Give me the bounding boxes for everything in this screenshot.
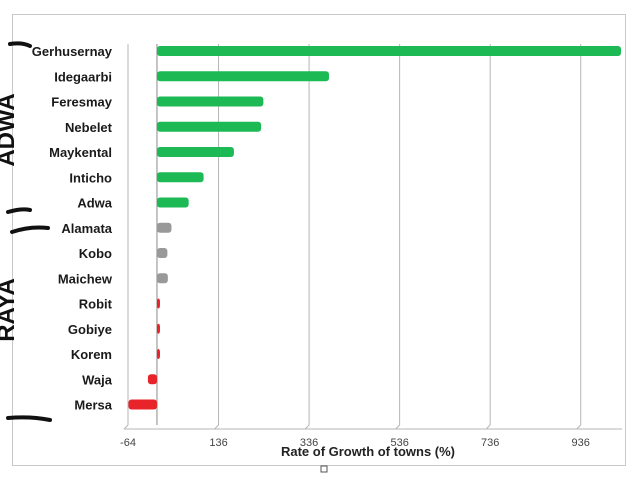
x-tick-5: 936: [572, 437, 590, 449]
group-label-raya: RAYA: [0, 278, 20, 342]
chart-frame: [12, 14, 626, 466]
bar-gerhusernay: [156, 46, 622, 56]
x-axis-title: Rate of Growth of towns (%): [281, 444, 455, 459]
gridline-floor-3: [395, 424, 400, 430]
frame-handle-icon: [320, 465, 328, 473]
category-label-waja: Waja: [82, 372, 113, 387]
x-tick-labels: -64 136 336 536 736 936: [120, 437, 590, 449]
x-tick-1: 136: [209, 437, 227, 449]
x-tick-3: 536: [390, 437, 408, 449]
x-tick-4: 736: [481, 437, 499, 449]
category-label-adwa: Adwa: [77, 196, 112, 211]
category-label-maykental: Maykental: [49, 145, 112, 160]
adwa-bracket-bottom: [6, 207, 32, 214]
category-label-gobiye: Gobiye: [68, 322, 112, 337]
gridline-floor-1: [214, 424, 219, 430]
category-label-gerhusernay: Gerhusernay: [32, 44, 113, 59]
category-label-kobo: Kobo: [79, 246, 112, 261]
adwa-bracket-top: [8, 41, 32, 48]
category-label-nebelet: Nebelet: [65, 120, 113, 135]
category-label-alamata: Alamata: [61, 221, 112, 236]
group-label-adwa: ADWA: [0, 93, 20, 166]
gridline-floor-2: [304, 424, 310, 430]
category-label-robit: Robit: [79, 297, 113, 312]
bar-nebelet: [156, 121, 262, 132]
bar-idegaarbi: [156, 71, 330, 82]
category-label-inticho: Inticho: [69, 170, 112, 185]
category-label-mersa: Mersa: [74, 398, 112, 413]
x-tick-0: -64: [120, 437, 136, 449]
category-label-korem: Korem: [71, 347, 112, 362]
category-label-idegaarbi: Idegaarbi: [54, 69, 112, 84]
x-tick-2: 336: [300, 437, 318, 449]
bar-maykental: [156, 147, 234, 157]
category-labels: Gerhusernay Idegaarbi Feresmay Nebelet Mayke…: [32, 44, 113, 413]
gridline-floor-5: [576, 424, 582, 430]
bar-adwa: [156, 197, 189, 208]
gridline-floor-0: [123, 424, 129, 430]
bar-robit: [156, 298, 160, 309]
bar-kobo: [156, 248, 168, 258]
group-brackets: [6, 41, 52, 422]
bar-korem: [156, 349, 160, 359]
raya-bracket-bottom: [6, 415, 52, 422]
bar-alamata: [156, 222, 172, 233]
raya-bracket-top: [10, 225, 50, 234]
bar-mersa: [128, 399, 157, 410]
bar-feresmay: [156, 96, 264, 107]
bar-gobiye: [156, 323, 160, 334]
bar-inticho: [156, 172, 204, 183]
bar-waja: [147, 374, 157, 385]
category-label-feresmay: Feresmay: [51, 95, 112, 110]
grid-lines: [123, 44, 622, 430]
bar-maichew: [156, 273, 168, 284]
gridline-floor-4: [485, 424, 491, 430]
category-label-maichew: Maichew: [58, 271, 113, 286]
bars: [128, 46, 622, 410]
